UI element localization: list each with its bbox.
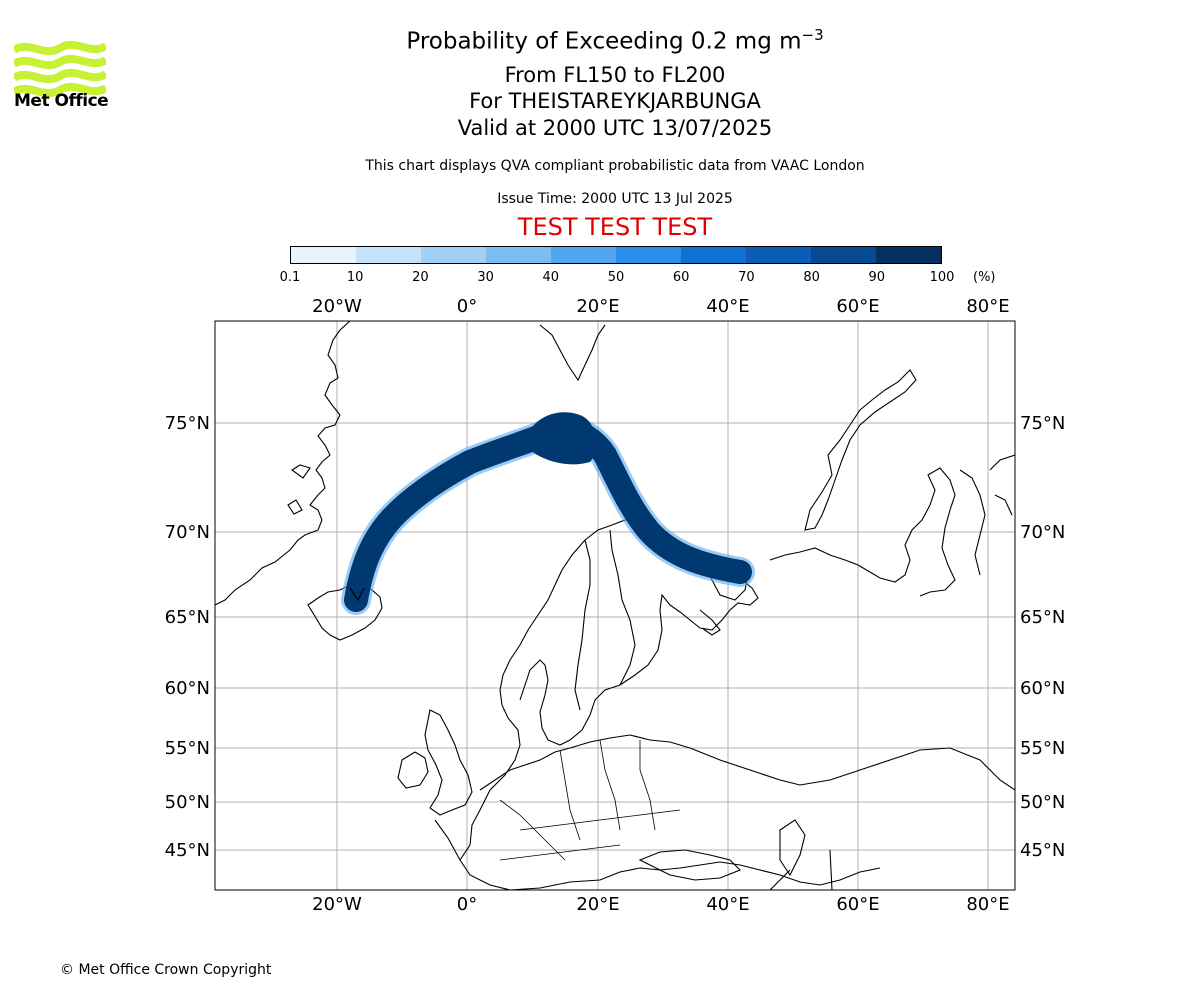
valid-time: Valid at 2000 UTC 13/07/2025 xyxy=(457,116,773,140)
issue-time: Issue Time: 2000 UTC 13 Jul 2025 xyxy=(497,191,733,207)
latitude-label-left: 50°N xyxy=(165,792,210,813)
colorbar-unit: (%) xyxy=(973,270,996,285)
iceland-coast xyxy=(307,584,383,641)
novaya-zemlya-coast xyxy=(804,369,917,531)
greenland-coast xyxy=(215,321,351,606)
colorbar-segment xyxy=(551,247,616,263)
colorbar-tick-label: 20 xyxy=(412,270,429,285)
latitude-label-right: 45°N xyxy=(1020,840,1065,861)
longitude-label-bottom: 60°E xyxy=(836,894,879,915)
longitude-label-bottom: 0° xyxy=(457,894,477,915)
colorbar-tick-label: 100 xyxy=(929,270,955,285)
great-britain-coast xyxy=(424,709,473,816)
colorbar-tick-label: 80 xyxy=(803,270,820,285)
graticule xyxy=(215,321,1015,890)
map-frame xyxy=(214,320,1016,891)
probability-colorbar xyxy=(290,246,942,264)
longitude-label-bottom: 80°E xyxy=(966,894,1009,915)
colorbar-segment xyxy=(291,247,356,263)
latitude-label-right: 75°N xyxy=(1020,413,1065,434)
latitude-label-left: 45°N xyxy=(165,840,210,861)
latitude-label-left: 70°N xyxy=(165,522,210,543)
colorbar-segment xyxy=(486,247,551,263)
black-sea-coast xyxy=(638,849,741,881)
svalbard-coast xyxy=(539,324,606,382)
latitude-label-right: 50°N xyxy=(1020,792,1065,813)
ireland-coast xyxy=(397,751,429,789)
colorbar-tick-label: 70 xyxy=(738,270,755,285)
colorbar-tick-label: 30 xyxy=(477,270,494,285)
plume-bulge xyxy=(530,412,596,465)
longitude-label-bottom: 20°E xyxy=(576,894,619,915)
latitude-label-right: 60°N xyxy=(1020,678,1065,699)
eruption-marker xyxy=(349,587,365,602)
latitude-label-right: 65°N xyxy=(1020,607,1065,628)
longitude-label-top: 20°E xyxy=(576,296,619,317)
colorbar-segment xyxy=(811,247,876,263)
colorbar-segment xyxy=(681,247,746,263)
colorbar-segment xyxy=(616,247,681,263)
colorbar-tick-label: 10 xyxy=(346,270,364,285)
ash-plume xyxy=(341,412,755,615)
latitude-label-right: 55°N xyxy=(1020,738,1065,759)
colorbar-segment xyxy=(746,247,811,263)
longitude-label-top: 0° xyxy=(457,296,477,317)
axis-labels: 20°W 0° 20°E 40°E 60°E 80°E 20°W 0° 20°E 40°E 60°E… xyxy=(165,296,1066,915)
volcano-name: For THEISTAREYKJARBUNGA xyxy=(469,89,761,113)
copyright: © Met Office Crown Copyright xyxy=(60,962,272,978)
longitude-label-top: 60°E xyxy=(836,296,879,317)
latitude-label-left: 65°N xyxy=(165,607,210,628)
latitude-label-left: 60°N xyxy=(165,678,210,699)
longitude-label-top: 40°E xyxy=(706,296,749,317)
chart-title: Probability of Exceeding 0.2 mg m−3 xyxy=(406,26,824,55)
colorbar-segment xyxy=(876,247,941,263)
caspian-coast xyxy=(779,819,806,877)
colorbar-tick-label: 40 xyxy=(542,270,560,285)
colorbar-tick-label: 90 xyxy=(868,270,886,285)
coastlines xyxy=(215,321,1015,890)
latitude-label-right: 70°N xyxy=(1020,522,1065,543)
latitude-label-left: 55°N xyxy=(165,738,210,759)
test-banner: TEST TEST TEST xyxy=(517,213,713,241)
colorbar-segment xyxy=(356,247,421,263)
colorbar-segment xyxy=(421,247,486,263)
longitude-label-top: 80°E xyxy=(966,296,1009,317)
europe-coast xyxy=(434,819,881,890)
colorbar-tick-label: 60 xyxy=(672,270,690,285)
flight-level-range: From FL150 to FL200 xyxy=(504,63,726,87)
longitude-label-bottom: 20°W xyxy=(312,894,362,915)
met-office-logo-text: Met Office xyxy=(14,91,109,111)
met-office-wave-logo-icon xyxy=(14,40,106,98)
data-source-note: This chart displays QVA compliant probab… xyxy=(365,158,865,174)
longitude-label-bottom: 40°E xyxy=(706,894,749,915)
colorbar-tick-label: 50 xyxy=(607,270,625,285)
colorbar-tick-label: 0.1 xyxy=(279,270,301,285)
latitude-label-left: 75°N xyxy=(165,413,210,434)
russia-north-coast xyxy=(769,467,956,597)
longitude-label-top: 20°W xyxy=(312,296,362,317)
